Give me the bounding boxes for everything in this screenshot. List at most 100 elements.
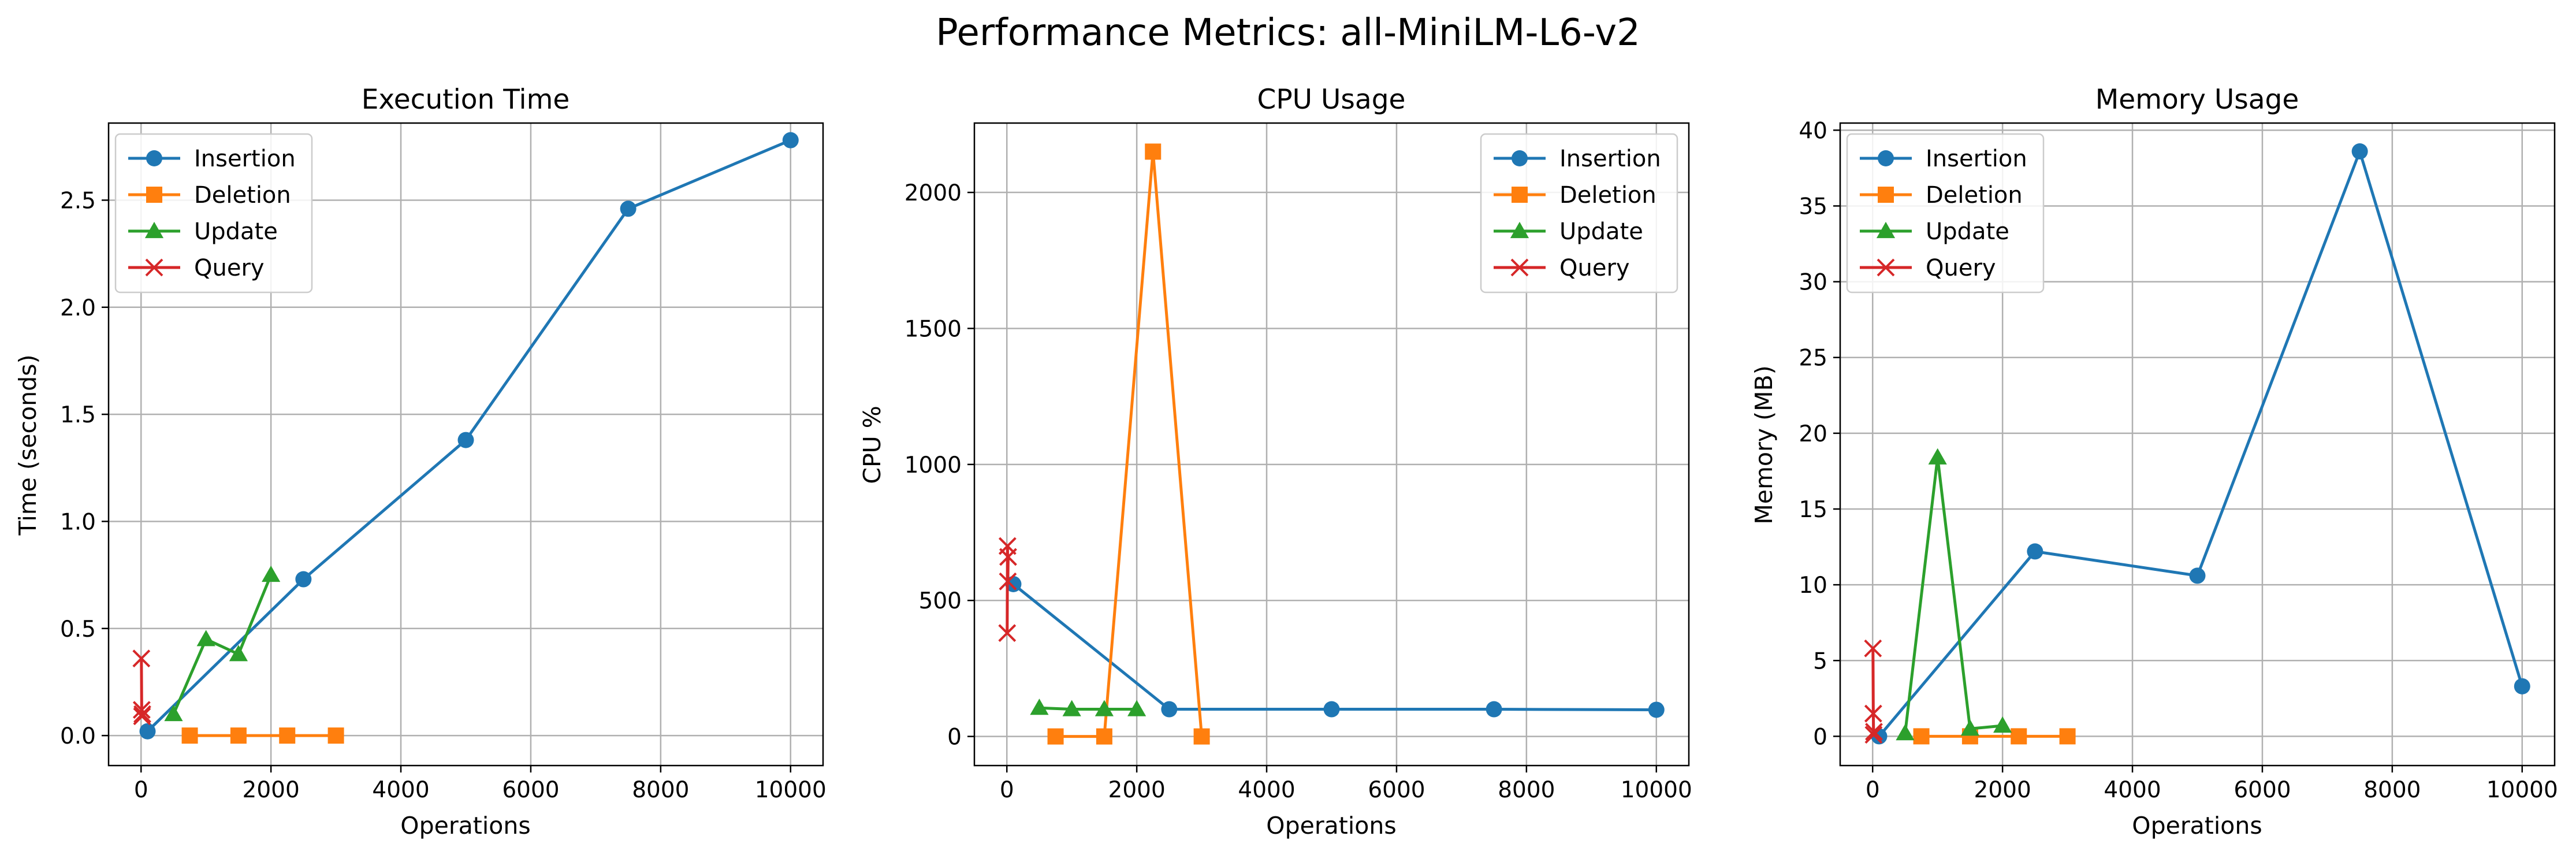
legend-marker [1512,187,1528,203]
ticks: 0 2000 4000 6000 8000 10000 0 500 1000 1500 2000 [904,180,1692,803]
y-tick-label: 15 [1799,497,1827,523]
legend-label: Query [1559,255,1630,281]
data-point [782,132,799,148]
data-point [999,572,1017,590]
legend-box [1480,133,1678,294]
y-tick-label: 0.5 [60,616,96,642]
legend-marker [1510,258,1529,277]
x-tick-label: 6000 [2233,777,2291,803]
data-point [1095,700,1114,716]
data-point [620,200,636,217]
legend-label: Update [1926,218,2009,245]
x-tick-label: 8000 [632,777,689,803]
series-update [1896,448,2012,741]
legend-item-update: Update [1494,218,1643,245]
series-line [1903,456,2003,734]
data-point [1096,728,1112,745]
legend-item-query: Query [1860,255,1996,281]
x-tick-label: 6000 [1368,777,1425,803]
legend-label: Insertion [1559,146,1661,172]
legend-item-query: Query [128,255,265,281]
legend-marker [1876,221,1896,239]
data-point [327,727,344,744]
y-tick-label: 30 [1799,270,1827,296]
legend-marker [1878,150,1894,166]
x-tick-label: 10000 [755,777,827,803]
x-tick-label: 2000 [1108,777,1166,803]
data-point [262,566,281,582]
y-tick-label: 0 [947,725,962,751]
data-point [230,727,247,744]
data-point [196,630,215,647]
legend-item-insertion: Insertion [1860,146,2027,172]
series-group [998,143,1665,745]
x-tick-label: 2000 [243,777,300,803]
y-tick-label: 20 [1799,421,1827,447]
legend-item-deletion: Deletion [1860,182,2023,209]
y-tick-label: 2.5 [60,188,96,214]
legend-label: Update [1559,218,1643,245]
y-axis-label: Memory (MB) [1750,365,1778,524]
legend-label: Query [194,255,265,281]
series-line [172,574,273,715]
series-query [132,649,151,726]
data-point [133,705,151,723]
data-point [457,432,474,448]
data-point [1323,701,1340,718]
data-point [1993,716,2012,733]
y-tick-label: 1.5 [60,402,96,428]
series-insertion [1005,575,1665,718]
data-point [1864,704,1882,723]
legend-label: Deletion [1559,182,1656,209]
series-query [1864,639,1883,744]
legend-marker [1510,221,1529,239]
legend-item-update: Update [1860,218,2009,245]
x-tick-label: 6000 [502,777,559,803]
data-point [2027,543,2043,560]
data-point [1913,728,1930,745]
data-point [295,571,312,588]
data-point [998,624,1017,642]
plot-frame [107,122,824,767]
data-point [1062,700,1081,716]
series-group [132,132,799,744]
legend-label: Insertion [194,146,296,172]
data-point [2514,678,2530,694]
data-point [1896,724,1915,741]
series-line [1012,583,1656,711]
data-point [181,727,198,744]
plot-frame [1839,122,2556,767]
legend-marker [145,258,163,277]
series-line [1055,150,1204,738]
data-point [1864,726,1883,744]
data-point [1127,700,1146,716]
data-point [1928,448,1947,465]
series-query [998,537,1017,642]
chart-title: Execution Time [362,84,570,116]
ticks: 0 2000 4000 6000 8000 10000 0.0 0.5 1.0 1.5 2.0 2.5 [60,188,827,803]
series-update [1030,699,1146,716]
legend-item-insertion: Insertion [1494,146,1661,172]
series-line [1006,544,1010,633]
data-point [164,704,183,722]
legend-box [1846,133,2045,294]
y-axis-label: Time (seconds) [14,355,42,536]
data-point [1865,723,1883,741]
data-point [279,727,296,744]
data-point [1047,728,1064,745]
data-point [1161,701,1178,718]
data-point [229,645,248,662]
data-point [2059,728,2076,745]
data-point [132,701,151,719]
data-point [1193,728,1210,745]
legend-marker [1877,258,1895,277]
x-tick-label: 10000 [1621,777,1692,803]
series-update [164,566,281,722]
y-tick-label: 0.0 [60,723,96,749]
chart-title: CPU Usage [1257,84,1406,116]
legend: Insertion Deletion Update Query [1846,133,2045,294]
series-line [1871,648,1875,737]
legend-item-deletion: Deletion [128,182,291,209]
data-point [1960,719,1980,736]
